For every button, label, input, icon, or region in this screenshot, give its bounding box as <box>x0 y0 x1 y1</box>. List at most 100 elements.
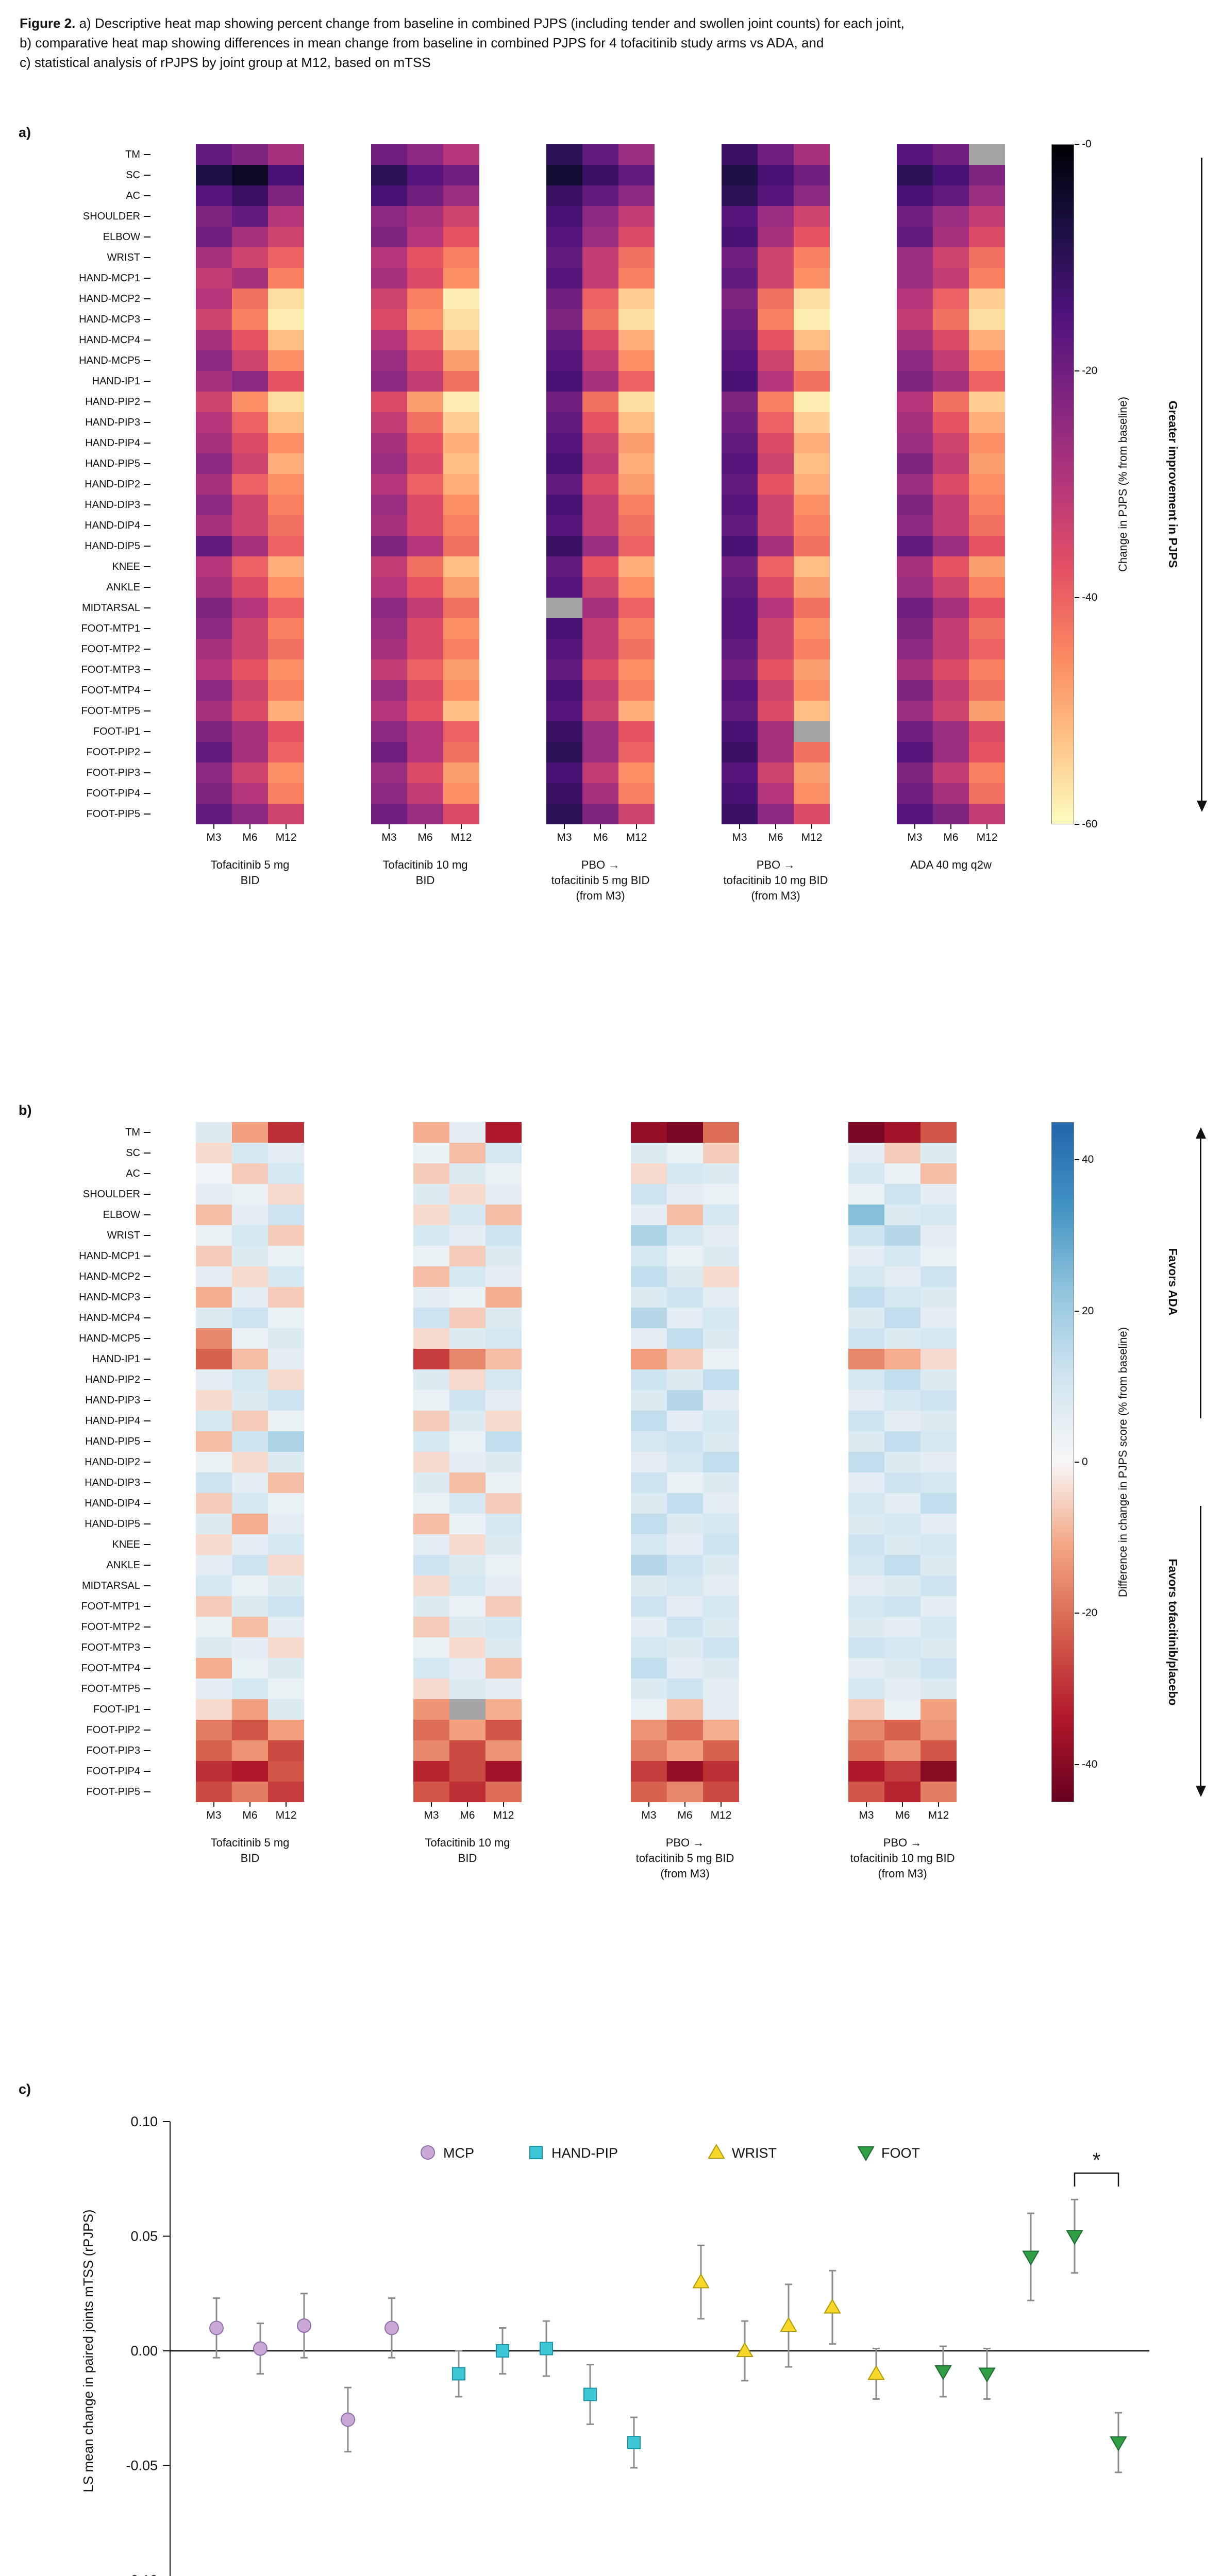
heatmap-cell <box>268 1740 304 1761</box>
heatmap-cell <box>758 742 794 762</box>
heatmap-cell <box>443 185 479 206</box>
heatmap-cell <box>232 742 268 762</box>
heatmap-cell <box>413 1493 449 1514</box>
heatmap-cell <box>848 1452 884 1472</box>
heatmap-cell <box>232 1658 268 1679</box>
heatmap-cell <box>722 144 758 165</box>
heatmap-cell <box>268 309 304 330</box>
heatmap-cell <box>758 762 794 783</box>
heatmap-cell <box>196 742 232 762</box>
heatmap-cell <box>443 577 479 598</box>
heatmap-cell <box>618 577 655 598</box>
heatmap-cell <box>920 1122 957 1143</box>
heatmap-cell <box>413 1699 449 1720</box>
joint-axis-tick-icon <box>144 1214 150 1215</box>
heatmap-cell <box>546 247 582 268</box>
heatmap-cell <box>933 577 969 598</box>
heatmap-cell <box>268 1493 304 1514</box>
heatmap-cell <box>667 1122 703 1143</box>
timepoint-axis: M3 M6 M12 <box>546 824 655 844</box>
colorbar-tick-label: -60 <box>1082 818 1098 830</box>
heatmap-cell <box>449 1205 486 1225</box>
heatmap-cell <box>196 804 232 824</box>
joint-axis-tick-icon <box>144 340 150 341</box>
heatmap-cell <box>232 1328 268 1349</box>
heatmap-cell <box>413 1431 449 1452</box>
heatmap-cell <box>722 206 758 227</box>
heatmap-cell <box>232 639 268 659</box>
heatmap-cell <box>933 185 969 206</box>
heatmap-cell <box>631 1740 667 1761</box>
heatmap-cell <box>449 1390 486 1411</box>
treatment-arm-column: M3 M6 M12 PBO → tofacitinib 5 mg BID (from M3… <box>631 1122 739 1882</box>
heatmap-cell <box>933 371 969 392</box>
heatmap-cell <box>897 762 933 783</box>
heatmap-cell <box>268 350 304 371</box>
favors-tofacitinib-arrow-icon <box>1195 1506 1206 1797</box>
heatmap-cell <box>884 1431 920 1452</box>
foot-group-2-point <box>978 2367 996 2383</box>
heatmap-cell <box>582 680 618 701</box>
heatmap-cell <box>232 1679 268 1699</box>
heatmap-cell <box>268 495 304 515</box>
heatmap-cell <box>920 1369 957 1390</box>
caption-line-3: c) statistical analysis of rPJPS by join… <box>20 55 431 70</box>
heatmap-cell <box>794 556 830 577</box>
heatmap-cell <box>920 1225 957 1246</box>
heatmap-cell <box>232 1246 268 1266</box>
joint-row-label: KNEE <box>21 1534 150 1555</box>
heatmap-cell <box>371 618 407 639</box>
heatmap-cell <box>196 1782 232 1802</box>
heatmap-cell <box>196 1575 232 1596</box>
heatmap-cell <box>884 1452 920 1472</box>
heatmap-cell <box>582 350 618 371</box>
joint-axis-tick-icon <box>144 1379 150 1380</box>
joint-axis-tick-icon <box>144 175 150 176</box>
heatmap-cell <box>486 1472 522 1493</box>
heatmap-cell <box>371 371 407 392</box>
heatmap-cell <box>794 804 830 824</box>
heatmap-cell <box>794 618 830 639</box>
heatmap-cell <box>667 1617 703 1637</box>
heatmap-cell <box>722 721 758 742</box>
timepoint-label: M12 <box>268 1802 304 1822</box>
treatment-arm-column: M3 M6 M12 ADA 40 mg q2w <box>897 144 1005 904</box>
heatmap-cell <box>722 392 758 412</box>
heatmap-cell <box>371 515 407 536</box>
heatmap-cell <box>196 392 232 412</box>
heatmap-cell <box>371 659 407 680</box>
heatmap-cell <box>486 1534 522 1555</box>
heatmap-cell <box>794 309 830 330</box>
colorbar-tick-label: -20 <box>1082 1607 1098 1619</box>
heatmap-cell <box>196 1122 232 1143</box>
timepoint-tick-icon <box>213 824 214 829</box>
heatmap-cell <box>920 1637 957 1658</box>
heatmap-cell <box>722 495 758 515</box>
joint-row-label: FOOT-MTP2 <box>21 1617 150 1637</box>
heatmap-cell <box>196 371 232 392</box>
heatmap-cell <box>631 1617 667 1637</box>
heatmap-cell <box>758 433 794 453</box>
joint-axis-tick-icon <box>144 1565 150 1566</box>
heatmap-cell <box>268 804 304 824</box>
heatmap-cell <box>848 1369 884 1390</box>
colorbar-tick-label: 20 <box>1082 1304 1094 1317</box>
joint-row-label: ANKLE <box>21 1555 150 1575</box>
heatmap-cell <box>933 659 969 680</box>
joint-axis-tick-icon <box>144 195 150 196</box>
heatmap-cell <box>546 680 582 701</box>
heatmap-cell <box>232 1472 268 1493</box>
joint-row-label: ELBOW <box>21 1205 150 1225</box>
joint-row-label: MIDTARSAL <box>21 598 150 618</box>
heatmap-cell <box>232 701 268 721</box>
heatmap-cell <box>667 1575 703 1596</box>
heatmap-cell <box>933 515 969 536</box>
joint-axis-tick-icon <box>144 401 150 402</box>
heatmap-cell <box>371 536 407 556</box>
heatmap-cell <box>232 1452 268 1472</box>
heatmap-cell <box>897 495 933 515</box>
joint-axis-tick-icon <box>144 1276 150 1277</box>
heatmap-cell <box>848 1782 884 1802</box>
heatmap-cell <box>443 701 479 721</box>
heatmap-cell <box>920 1658 957 1679</box>
